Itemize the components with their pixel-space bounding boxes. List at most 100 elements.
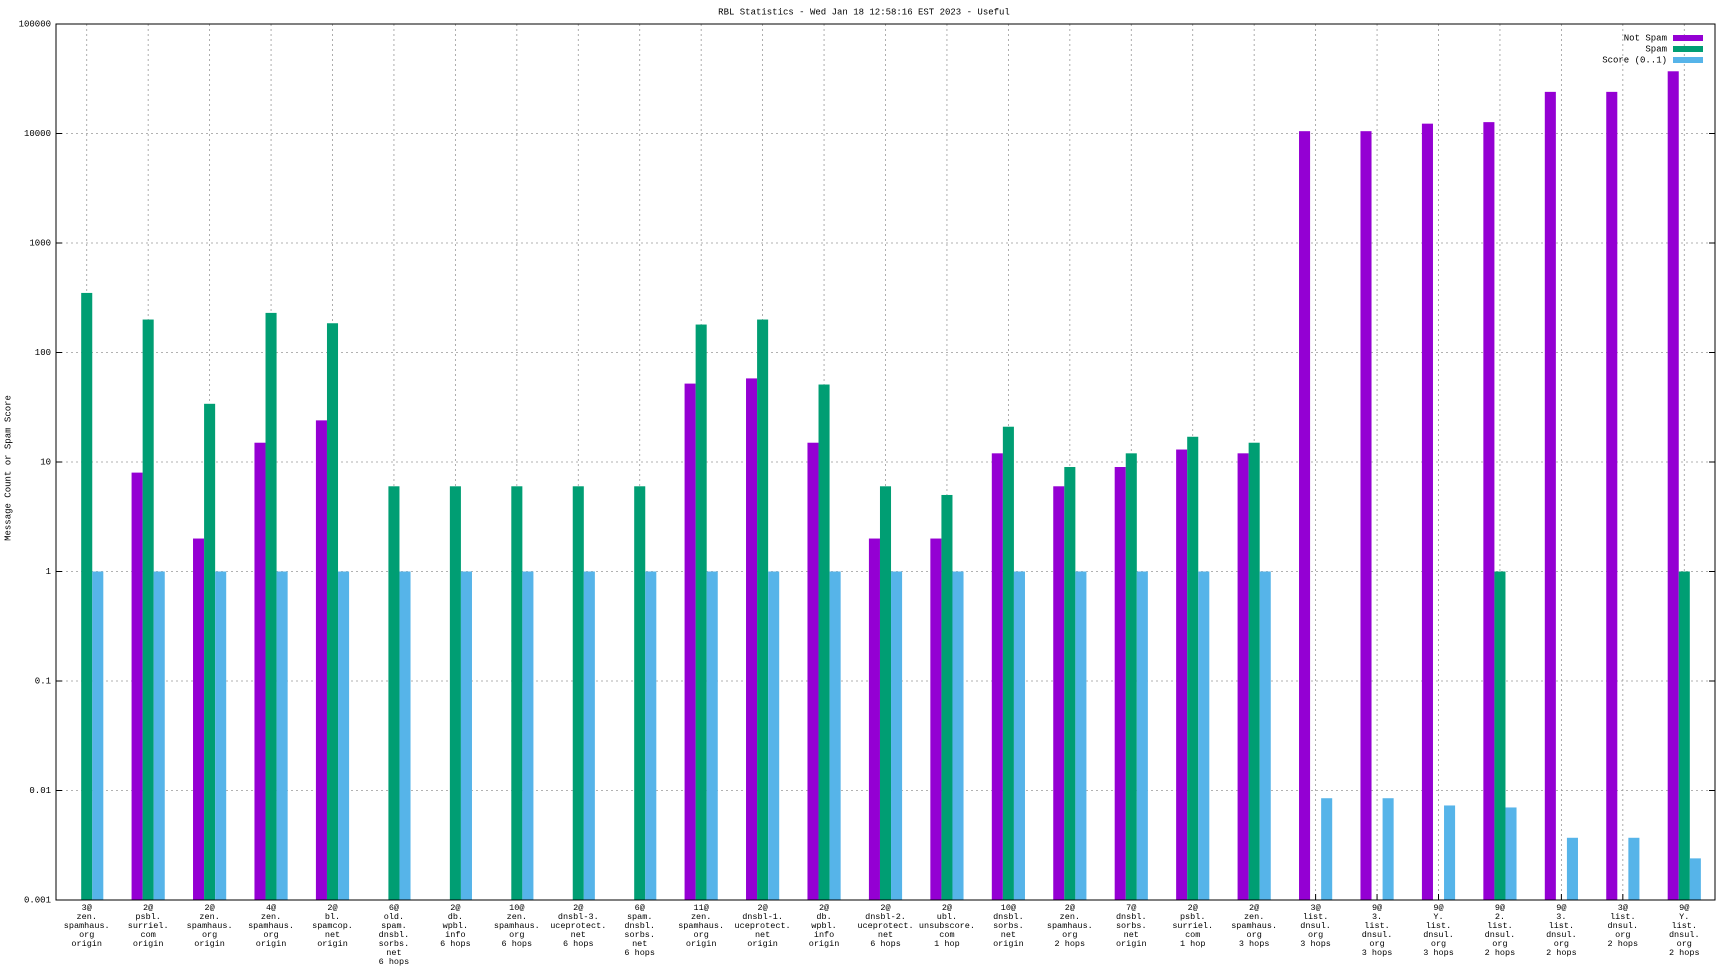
bar: [684, 383, 696, 900]
x-tick-label: 9@ 3. list. dnsul. org 2 hops: [1546, 903, 1577, 958]
bar: [1667, 71, 1679, 900]
x-tick-label: 9@ Y. list. dnsul. org 3 hops: [1423, 903, 1454, 958]
bar: [460, 571, 472, 900]
bar: [1678, 571, 1690, 900]
bar: [1628, 837, 1640, 900]
bar: [572, 486, 584, 900]
bar: [757, 319, 769, 900]
bar: [706, 571, 718, 900]
bar: [81, 292, 93, 900]
bar: [1505, 807, 1517, 900]
bar: [1237, 453, 1249, 900]
bar: [276, 571, 288, 900]
bar: [634, 486, 646, 900]
bar: [645, 571, 657, 900]
bar: [746, 378, 758, 900]
legend-label: Score (0..1): [1602, 55, 1667, 65]
y-tick-label: 10: [40, 457, 51, 467]
x-tick-label: 2@ psbl. surriel. com 1 hop: [1172, 903, 1214, 949]
bar: [1444, 805, 1456, 900]
x-tick-label: 2@ zen. spamhaus. org origin: [186, 903, 233, 949]
x-tick-label: 6@ spam. dnsbl. sorbs. net 6 hops: [624, 903, 656, 958]
legend-swatch: [1673, 46, 1703, 52]
bar: [941, 494, 953, 900]
x-tick-label: 9@ 3. list. dnsul. org 3 hops: [1361, 903, 1393, 958]
y-tick-label: 1000: [29, 238, 51, 248]
bar: [1248, 442, 1260, 900]
bar: [1064, 467, 1076, 900]
bar: [153, 571, 165, 900]
bar: [807, 442, 819, 900]
bar: [1360, 131, 1372, 900]
bar: [1566, 837, 1578, 900]
y-tick-label: 0.01: [29, 786, 51, 796]
bar: [131, 472, 143, 900]
bar: [326, 323, 339, 900]
bar: [388, 486, 400, 900]
bar: [768, 571, 780, 900]
x-tick-label: 6@ old. spam. dnsbl. sorbs. net 6 hops: [378, 903, 410, 967]
x-tick-label: 10@ zen. spamhaus. org 6 hops: [493, 903, 540, 949]
bar: [1606, 91, 1618, 900]
y-tick-label: 100: [35, 348, 51, 358]
bar: [1299, 131, 1311, 900]
bar: [991, 453, 1003, 900]
x-tick-label: 2@ zen. spamhaus. org 2 hops: [1046, 903, 1093, 949]
bar: [1483, 122, 1495, 901]
y-tick-label: 0.1: [35, 676, 51, 686]
bar: [265, 312, 277, 900]
bar: [1689, 858, 1701, 900]
bar: [254, 442, 266, 900]
bar: [449, 486, 461, 900]
bar: [695, 324, 707, 900]
bar: [891, 571, 903, 900]
x-tick-label: 2@ dnsbl-2. uceprotect. net 6 hops: [857, 903, 914, 949]
bar: [952, 571, 964, 900]
y-axis-label: Message Count or Spam Score: [3, 395, 13, 541]
bar: [1053, 486, 1065, 900]
legend-label: Not Spam: [1624, 33, 1667, 43]
x-tick-label: 3@ zen. spamhaus. org origin: [63, 903, 110, 949]
legend-swatch: [1673, 57, 1703, 63]
x-tick-label: 7@ dnsbl. sorbs. net origin: [1115, 903, 1147, 949]
bar: [1002, 426, 1014, 900]
x-tick-label: 9@ 2. list. dnsul. org 2 hops: [1484, 903, 1516, 958]
y-tick-label: 100000: [19, 19, 51, 29]
bar: [193, 538, 205, 900]
bar: [1187, 436, 1199, 900]
bar: [1114, 467, 1126, 900]
x-tick-label: 9@ Y. list. dnsul. org 2 hops: [1668, 903, 1700, 958]
bar: [829, 571, 841, 900]
bar: [338, 571, 350, 900]
bar: [930, 538, 942, 900]
y-tick-label: 1: [46, 567, 51, 577]
bar: [1075, 571, 1087, 900]
x-tick-label: 3@ list. dnsul. org 3 hops: [1300, 903, 1331, 949]
x-tick-label: 3@ list. dnsul. org 2 hops: [1607, 903, 1639, 949]
y-tick-label: 0.001: [24, 895, 51, 905]
bar: [1013, 571, 1025, 900]
bar: [204, 403, 216, 900]
bar: [92, 571, 104, 900]
bar: [511, 486, 523, 900]
chart-title: RBL Statistics - Wed Jan 18 12:58:16 EST…: [718, 7, 1010, 17]
bar: [1259, 571, 1271, 900]
bar: [818, 384, 830, 900]
bar: [142, 319, 154, 900]
bar: [522, 571, 534, 900]
x-tick-label: 4@ zen. spamhaus. org origin: [248, 903, 294, 949]
bar: [1421, 123, 1433, 900]
plot-frame: [55, 23, 1716, 901]
bar: [1198, 571, 1210, 900]
x-tick-label: 2@ psbl. surriel. com origin: [127, 903, 169, 949]
bar: [1494, 571, 1506, 900]
x-tick-label: 2@ dnsbl-3. uceprotect. net 6 hops: [550, 903, 607, 949]
x-tick-label: 10@ dnsbl. sorbs. net origin: [993, 903, 1024, 949]
bar: [1544, 91, 1556, 900]
bar: [1125, 453, 1137, 900]
x-tick-label: 2@ ubl. unsubscore. com 1 hop: [918, 903, 975, 949]
x-tick-label: 11@ zen. spamhaus. org origin: [678, 903, 725, 949]
bar: [315, 420, 327, 900]
